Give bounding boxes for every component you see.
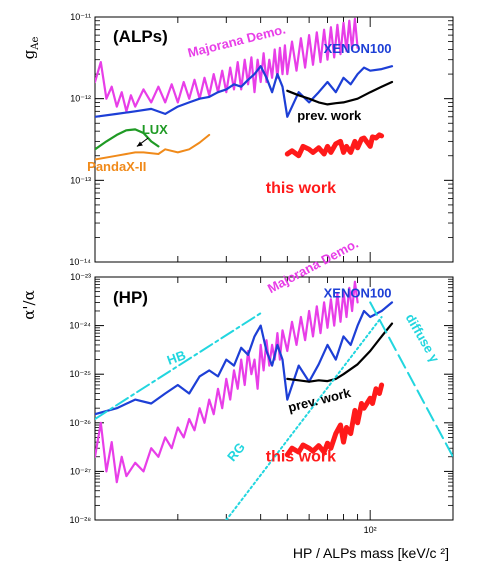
annotation-this-work: this work [266,448,336,465]
panel-alps-annotations: Majorana Demo. XENON100 prev. work LUX Panda… [87,22,391,197]
panel-alps-series [95,17,394,161]
series-majorana-demo [95,280,359,484]
y-tick-label: 10⁻¹⁴ [69,257,91,267]
panel-hp-frame [94,276,454,521]
panel-hp-ylabel: α'/α [20,290,38,319]
y-tick-label: 10⁻²³ [70,272,91,282]
annotation-lux: LUX [142,122,168,137]
series-diffuse [369,301,453,458]
annotation-majorana-demo: Majorana Demo. [186,22,287,61]
panel-hp-ticks: 10⁻²⁸ 10⁻²⁷ 10⁻²⁶ 10⁻²⁵ 10⁻²⁴ 10⁻²³ 10² [69,272,454,535]
annotation-prev-work: prev. work [287,385,354,415]
lux-arrow-head [136,141,143,147]
panel-alps: 10⁻¹⁴ 10⁻¹³ 10⁻¹² 10⁻¹¹ Majorana Demo. XENON… [20,12,454,267]
annotation-this-work: this work [266,180,336,197]
series-prev-work [286,80,394,106]
series-rg [225,316,383,520]
panel-alps-ticks: 10⁻¹⁴ 10⁻¹³ 10⁻¹² 10⁻¹¹ [69,12,454,267]
y-tick-label: 10⁻²⁴ [69,321,91,331]
series-prev-work [286,322,394,383]
y-tick-label: 10⁻²⁸ [69,515,91,525]
series-xenon100 [95,65,394,118]
annotation-pandax-ii: PandaX-II [87,159,146,174]
x-tick-label: 10² [364,525,377,535]
annotation-hb: HB [165,347,188,368]
panel-hp-title: (HP) [113,288,148,307]
series-lux [95,128,160,151]
y-tick-label: 10⁻¹¹ [70,12,91,22]
series-pandax-ii [95,133,211,161]
series-majorana-demo [95,17,359,113]
annotation-prev-work: prev. work [297,108,362,123]
y-tick-label: 10⁻²⁶ [70,418,92,428]
y-tick-label: 10⁻¹² [70,94,91,104]
series-this-work [284,132,385,159]
panel-alps-title: (ALPs) [113,27,168,46]
panel-alps-ylabel: gAe [20,37,41,60]
x-axis-label: HP / ALPs mass [keV/c ²] [293,545,449,561]
y-tick-label: 10⁻²⁷ [70,466,91,476]
annotation-xenon100: XENON100 [324,285,392,300]
panel-alps-frame [94,16,454,263]
y-tick-label: 10⁻¹³ [70,175,91,185]
series-hb [95,312,262,420]
annotation-xenon100: XENON100 [324,41,392,56]
panel-hp-series [95,280,453,520]
y-tick-label: 10⁻²⁵ [70,369,92,379]
annotation-rg: RG [224,440,248,465]
series-xenon100 [95,301,394,416]
annotation-diffuse: diffuse γ [403,311,443,365]
series-this-work [284,382,385,458]
